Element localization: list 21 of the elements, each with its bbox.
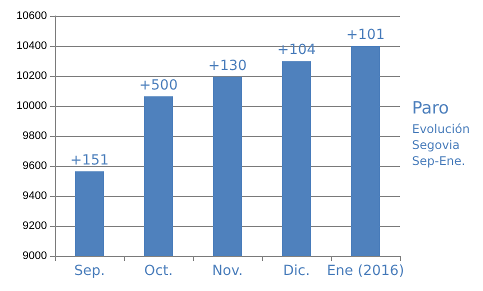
- text: Evolución Segovia Sep-Ene.: [412, 122, 470, 168]
- y-tick-label: 9400: [22, 190, 47, 202]
- annotation: +104: [277, 42, 316, 58]
- annotation: +500: [139, 77, 178, 94]
- y-tick-label: 10600: [16, 10, 47, 22]
- y-tick-label: 9800: [22, 130, 47, 142]
- y-tick-label: 9000: [22, 250, 47, 262]
- x-tick-label: Ene (2016): [326, 263, 404, 279]
- y-tick-label: 9200: [22, 220, 47, 232]
- x-tick-label: Sep.: [74, 263, 105, 279]
- x-tick-label: Oct.: [144, 263, 173, 279]
- x-tick-label: Nov.: [212, 263, 243, 279]
- y-tick-label: 10400: [16, 40, 47, 52]
- annotation: +130: [208, 58, 247, 74]
- annotation: +101: [346, 27, 385, 43]
- x-tick-label: Dic.: [283, 263, 310, 279]
- y-tick-label: 9600: [22, 160, 47, 172]
- y-tick-label: 10200: [16, 70, 47, 82]
- y-tick-label: 10000: [16, 100, 47, 112]
- annotation: +151: [70, 152, 109, 168]
- text: Paro: [412, 98, 449, 118]
